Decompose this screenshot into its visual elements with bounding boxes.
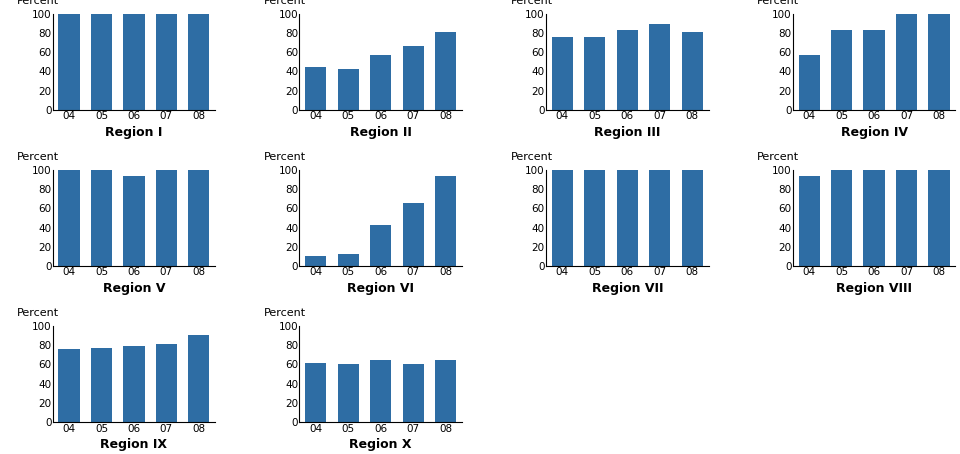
Bar — [649, 24, 670, 110]
Bar — [371, 55, 392, 110]
Bar — [682, 32, 703, 110]
Text: Percent: Percent — [264, 0, 306, 6]
Bar — [91, 14, 112, 110]
Bar — [585, 170, 606, 266]
Bar — [59, 349, 80, 422]
Bar — [831, 30, 852, 110]
Text: Percent: Percent — [264, 152, 306, 162]
Bar — [435, 177, 456, 266]
Bar — [896, 14, 917, 110]
Bar — [402, 202, 423, 266]
Bar — [435, 360, 456, 422]
Text: Percent: Percent — [17, 308, 60, 318]
Bar — [928, 170, 949, 266]
Bar — [156, 14, 177, 110]
Bar — [305, 256, 326, 266]
Bar — [552, 37, 573, 110]
Bar — [371, 360, 392, 422]
Text: Percent: Percent — [757, 152, 800, 162]
Text: Percent: Percent — [17, 152, 60, 162]
Bar — [617, 30, 637, 110]
Text: Percent: Percent — [511, 152, 553, 162]
Bar — [188, 14, 209, 110]
Bar — [91, 348, 112, 422]
X-axis label: Region II: Region II — [349, 126, 412, 138]
Bar — [59, 14, 80, 110]
Bar — [896, 170, 917, 266]
Bar — [863, 30, 884, 110]
Bar — [799, 55, 820, 110]
Bar — [59, 170, 80, 266]
Bar — [91, 170, 112, 266]
Bar — [371, 225, 392, 266]
Bar — [435, 32, 456, 110]
Bar — [124, 177, 145, 266]
Bar — [928, 14, 949, 110]
Bar — [338, 69, 359, 110]
Bar — [617, 170, 637, 266]
X-axis label: Region IV: Region IV — [841, 126, 907, 138]
Bar — [156, 344, 177, 422]
X-axis label: Region X: Region X — [349, 438, 412, 451]
Bar — [188, 170, 209, 266]
Bar — [188, 336, 209, 422]
X-axis label: Region VIII: Region VIII — [836, 281, 912, 295]
Bar — [156, 170, 177, 266]
Bar — [585, 37, 606, 110]
Text: Percent: Percent — [264, 308, 306, 318]
Bar — [338, 254, 359, 266]
Bar — [863, 170, 884, 266]
Bar — [124, 14, 145, 110]
X-axis label: Region VI: Region VI — [348, 281, 414, 295]
Bar — [682, 170, 703, 266]
Text: Percent: Percent — [17, 0, 60, 6]
X-axis label: Region VII: Region VII — [591, 281, 663, 295]
Bar — [124, 346, 145, 422]
Bar — [649, 170, 670, 266]
Text: Percent: Percent — [511, 0, 553, 6]
X-axis label: Region III: Region III — [594, 126, 660, 138]
Bar — [305, 364, 326, 422]
X-axis label: Region V: Region V — [103, 281, 165, 295]
Bar — [799, 177, 820, 266]
Bar — [338, 365, 359, 422]
Text: Percent: Percent — [757, 0, 800, 6]
Bar — [402, 46, 423, 110]
Bar — [831, 170, 852, 266]
Bar — [552, 170, 573, 266]
Bar — [305, 67, 326, 110]
Bar — [402, 365, 423, 422]
X-axis label: Region IX: Region IX — [101, 438, 167, 451]
X-axis label: Region I: Region I — [106, 126, 162, 138]
